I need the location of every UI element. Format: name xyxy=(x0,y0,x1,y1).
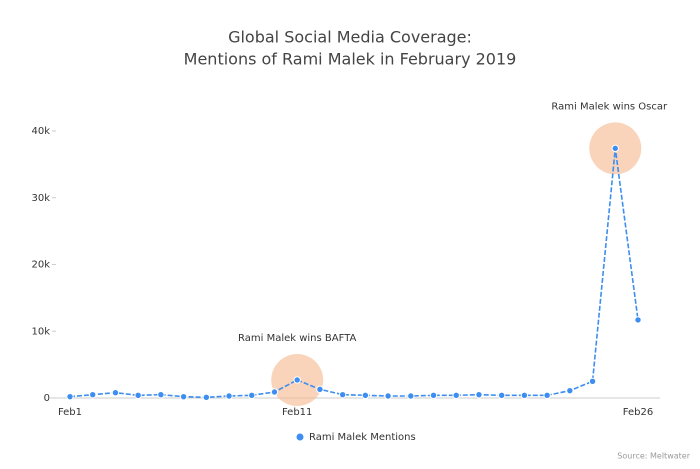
point xyxy=(407,392,415,400)
point xyxy=(134,391,142,400)
legend-label: Rami Malek Mentions xyxy=(309,432,416,443)
point xyxy=(361,391,370,400)
x-tick-label: Feb1 xyxy=(58,407,82,418)
x-tick-label: Feb11 xyxy=(282,407,312,418)
y-tick-label: 10k xyxy=(31,326,50,337)
point xyxy=(248,391,256,400)
point xyxy=(179,392,188,401)
point xyxy=(611,144,619,153)
point xyxy=(566,386,574,395)
y-tick-label: 20k xyxy=(31,260,50,271)
chart-title: Global Social Media Coverage: xyxy=(228,28,472,47)
point xyxy=(157,390,165,399)
annotation: Rami Malek wins Oscar xyxy=(551,101,668,112)
point xyxy=(634,316,642,324)
point xyxy=(66,392,74,401)
point xyxy=(270,388,279,396)
annotation: Rami Malek wins BAFTA xyxy=(238,333,357,344)
series-line xyxy=(69,148,639,399)
point xyxy=(202,393,211,402)
x-tick-label: Feb26 xyxy=(623,407,653,418)
point xyxy=(543,391,551,400)
point xyxy=(429,391,438,400)
y-tick-label: 40k xyxy=(31,126,50,137)
y-tick-label: 30k xyxy=(31,193,50,204)
point xyxy=(588,377,597,386)
point xyxy=(338,390,347,399)
source: Source: Meltwater xyxy=(617,452,690,461)
point xyxy=(89,390,97,399)
point xyxy=(520,391,529,400)
point xyxy=(452,391,460,400)
point xyxy=(384,392,392,400)
legend-swatch xyxy=(296,433,304,441)
point xyxy=(111,388,120,397)
y-tick-label: 0 xyxy=(44,393,50,404)
point xyxy=(316,385,324,394)
chart-title: Mentions of Rami Malek in February 2019 xyxy=(184,50,517,69)
point xyxy=(293,376,301,384)
point xyxy=(225,392,233,400)
point xyxy=(475,390,483,399)
point xyxy=(497,391,506,400)
